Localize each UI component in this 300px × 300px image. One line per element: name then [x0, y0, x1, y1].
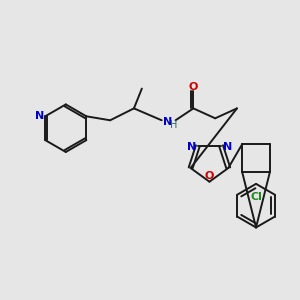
Text: N: N — [35, 111, 44, 121]
Text: N: N — [223, 142, 232, 152]
Text: O: O — [205, 171, 214, 181]
Text: Cl: Cl — [250, 192, 262, 202]
Text: O: O — [189, 82, 198, 92]
Text: N: N — [163, 117, 172, 127]
Text: N: N — [187, 142, 196, 152]
Text: H: H — [169, 120, 177, 130]
